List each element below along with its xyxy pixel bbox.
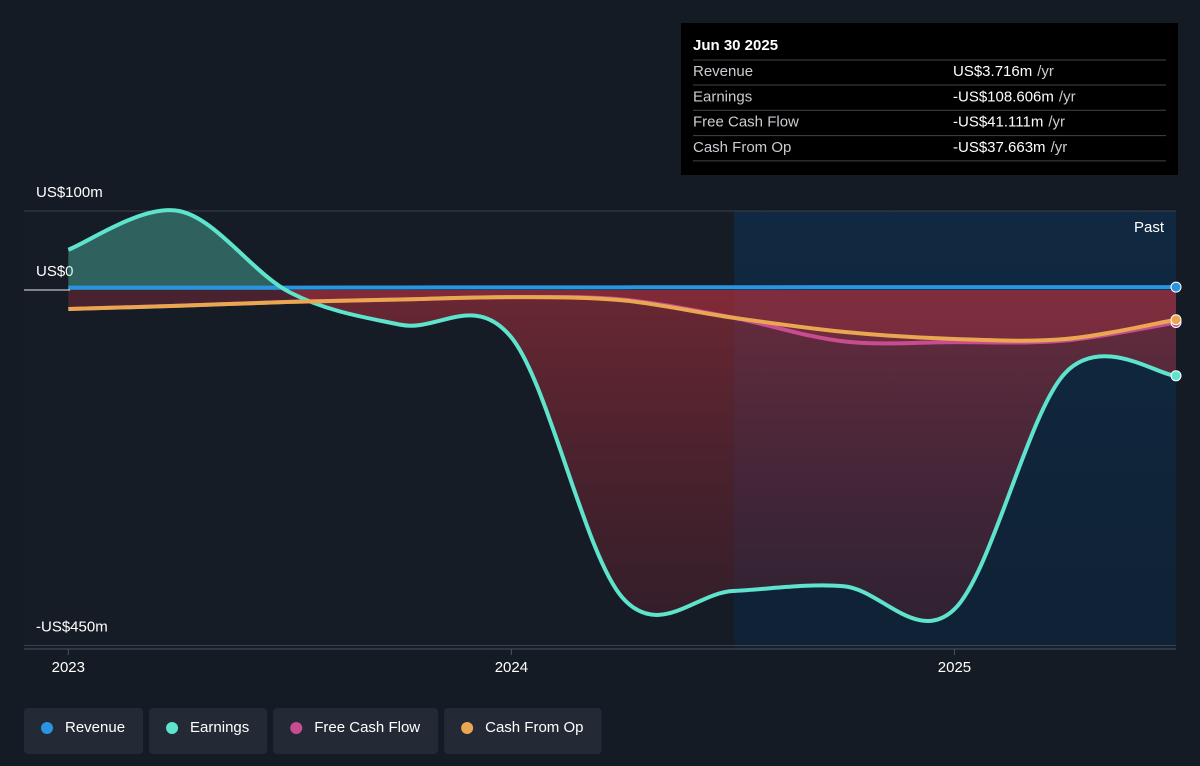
tooltip-box [681, 23, 1178, 175]
legend-dot [461, 722, 474, 734]
legend-item[interactable]: Free Cash Flow [273, 708, 439, 754]
end-dot [1170, 370, 1182, 382]
tooltip-value: US$3.716m [953, 63, 1032, 80]
tooltip-unit: /yr [1051, 139, 1068, 156]
legend-label[interactable]: Free Cash Flow [314, 719, 420, 736]
x-tick-label: 2024 [495, 659, 528, 676]
y-tick-label: US$0 [36, 263, 74, 280]
legend-item[interactable]: Revenue [24, 708, 144, 754]
series-line [68, 295, 1177, 343]
past-label: Past [1134, 219, 1165, 236]
tooltip-unit: /yr [1059, 88, 1076, 105]
series-line [67, 208, 1177, 623]
tooltip-unit: /yr [1048, 114, 1065, 131]
series-line [68, 285, 1177, 290]
legend-pill[interactable] [273, 708, 439, 754]
legend-pill[interactable] [24, 708, 144, 754]
legend-pill[interactable] [149, 708, 268, 754]
legend-label[interactable]: Earnings [190, 719, 249, 736]
tooltip-label: Cash From Op [693, 139, 791, 156]
tooltip-unit: /yr [1037, 63, 1054, 80]
x-tick-label: 2023 [52, 659, 85, 676]
tooltip-value: -US$41.111m [953, 114, 1043, 131]
legend-dot [41, 722, 53, 734]
tooltip-title: Jun 30 2025 [693, 37, 778, 54]
area-negative [68, 290, 1176, 344]
tooltip-value: -US$108.606m [953, 88, 1054, 105]
x-tick-label: 2025 [938, 659, 971, 676]
y-tick-label: US$100m [36, 184, 103, 201]
legend-item[interactable]: Earnings [149, 708, 268, 754]
tooltip-value: -US$37.663m [953, 139, 1046, 156]
area-negative [68, 290, 1176, 341]
tooltip-label: Free Cash Flow [693, 114, 799, 131]
legend-label[interactable]: Cash From Op [485, 719, 583, 736]
area-negative [68, 290, 1176, 621]
y-tick-label: -US$450m [36, 618, 108, 635]
legend-dot [290, 722, 303, 734]
legend-item[interactable]: Cash From Op [444, 708, 602, 754]
end-dot [1170, 281, 1182, 293]
area-positive [68, 210, 1176, 290]
legend-pill[interactable] [444, 708, 602, 754]
legend-label[interactable]: Revenue [65, 719, 125, 736]
end-dot [1170, 314, 1182, 326]
legend-dot [166, 722, 179, 734]
tooltip-label: Earnings [693, 88, 752, 105]
tooltip-label: Revenue [693, 63, 753, 80]
